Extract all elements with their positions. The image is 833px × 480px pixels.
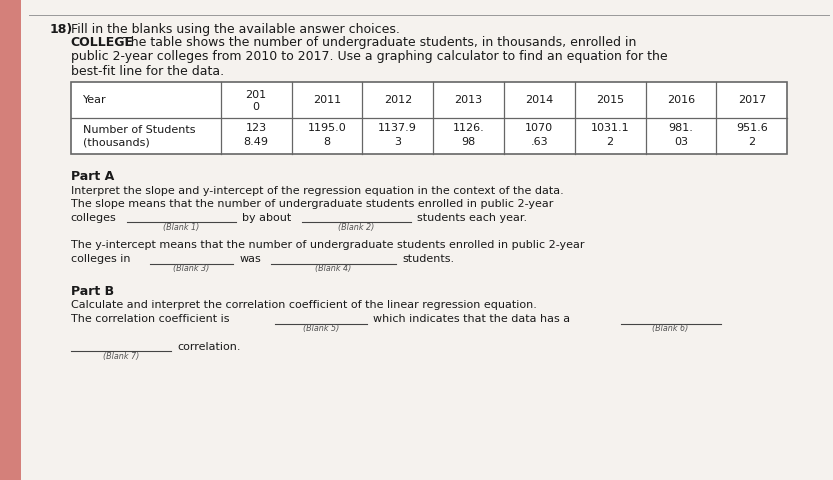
Text: colleges: colleges bbox=[71, 213, 117, 223]
Text: colleges in: colleges in bbox=[71, 254, 130, 264]
Text: Fill in the blanks using the available answer choices.: Fill in the blanks using the available a… bbox=[71, 23, 400, 36]
Text: 2013: 2013 bbox=[455, 95, 482, 105]
Text: Number of Students: Number of Students bbox=[83, 125, 196, 135]
Text: .63: .63 bbox=[531, 137, 548, 147]
Text: 8: 8 bbox=[323, 137, 331, 147]
Text: Year: Year bbox=[83, 95, 107, 105]
Text: by about: by about bbox=[242, 213, 292, 223]
Text: 2015: 2015 bbox=[596, 95, 624, 105]
Text: 18): 18) bbox=[50, 23, 73, 36]
Text: 2011: 2011 bbox=[313, 95, 341, 105]
Text: 1126.: 1126. bbox=[452, 123, 485, 133]
Text: 1031.1: 1031.1 bbox=[591, 123, 630, 133]
Text: 1195.0: 1195.0 bbox=[307, 123, 347, 133]
Text: (Blank 1): (Blank 1) bbox=[163, 223, 200, 232]
Text: 1070: 1070 bbox=[526, 123, 553, 133]
Text: The y-intercept means that the number of undergraduate students enrolled in publ: The y-intercept means that the number of… bbox=[71, 240, 584, 251]
Text: 2: 2 bbox=[606, 137, 614, 147]
Text: students.: students. bbox=[402, 254, 455, 264]
Text: The table shows the number of undergraduate students, in thousands, enrolled in: The table shows the number of undergradu… bbox=[119, 36, 636, 49]
Text: 951.6: 951.6 bbox=[736, 123, 768, 133]
Text: 2017: 2017 bbox=[738, 95, 766, 105]
Text: Calculate and interpret the correlation coefficient of the linear regression equ: Calculate and interpret the correlation … bbox=[71, 300, 536, 311]
Text: was: was bbox=[240, 254, 262, 264]
Text: Part B: Part B bbox=[71, 285, 114, 298]
Text: 2014: 2014 bbox=[526, 95, 553, 105]
Text: public 2-year colleges from 2010 to 2017. Use a graphing calculator to find an e: public 2-year colleges from 2010 to 2017… bbox=[71, 50, 667, 63]
Text: correlation.: correlation. bbox=[177, 342, 241, 352]
Text: 03: 03 bbox=[674, 137, 688, 147]
Text: students each year.: students each year. bbox=[417, 213, 527, 223]
Text: 2: 2 bbox=[748, 137, 756, 147]
Text: (thousands): (thousands) bbox=[83, 138, 150, 148]
Text: (Blank 5): (Blank 5) bbox=[302, 324, 339, 334]
Text: The slope means that the number of undergraduate students enrolled in public 2-y: The slope means that the number of under… bbox=[71, 199, 553, 209]
Text: (Blank 7): (Blank 7) bbox=[102, 352, 139, 361]
Text: (Blank 3): (Blank 3) bbox=[173, 264, 210, 274]
Bar bbox=[71, 82, 787, 154]
Text: Part A: Part A bbox=[71, 170, 114, 183]
Text: The correlation coefficient is: The correlation coefficient is bbox=[71, 314, 229, 324]
Text: 3: 3 bbox=[394, 137, 402, 147]
Text: 981.: 981. bbox=[669, 123, 693, 133]
Text: Interpret the slope and y-intercept of the regression equation in the context of: Interpret the slope and y-intercept of t… bbox=[71, 186, 564, 196]
Text: 0: 0 bbox=[252, 102, 260, 112]
Text: (Blank 4): (Blank 4) bbox=[315, 264, 352, 274]
Text: 98: 98 bbox=[461, 137, 476, 147]
Text: which indicates that the data has a: which indicates that the data has a bbox=[373, 314, 571, 324]
Text: 2016: 2016 bbox=[667, 95, 695, 105]
Text: best-fit line for the data.: best-fit line for the data. bbox=[71, 65, 224, 78]
Bar bbox=[0, 0, 21, 480]
Text: (Blank 2): (Blank 2) bbox=[338, 223, 375, 232]
Text: 201: 201 bbox=[246, 90, 267, 100]
Text: (Blank 6): (Blank 6) bbox=[652, 324, 689, 334]
Text: COLLEGE: COLLEGE bbox=[71, 36, 134, 49]
Text: 8.49: 8.49 bbox=[243, 137, 269, 147]
Text: 123: 123 bbox=[246, 123, 267, 133]
Text: 2012: 2012 bbox=[384, 95, 412, 105]
Text: 1137.9: 1137.9 bbox=[378, 123, 417, 133]
